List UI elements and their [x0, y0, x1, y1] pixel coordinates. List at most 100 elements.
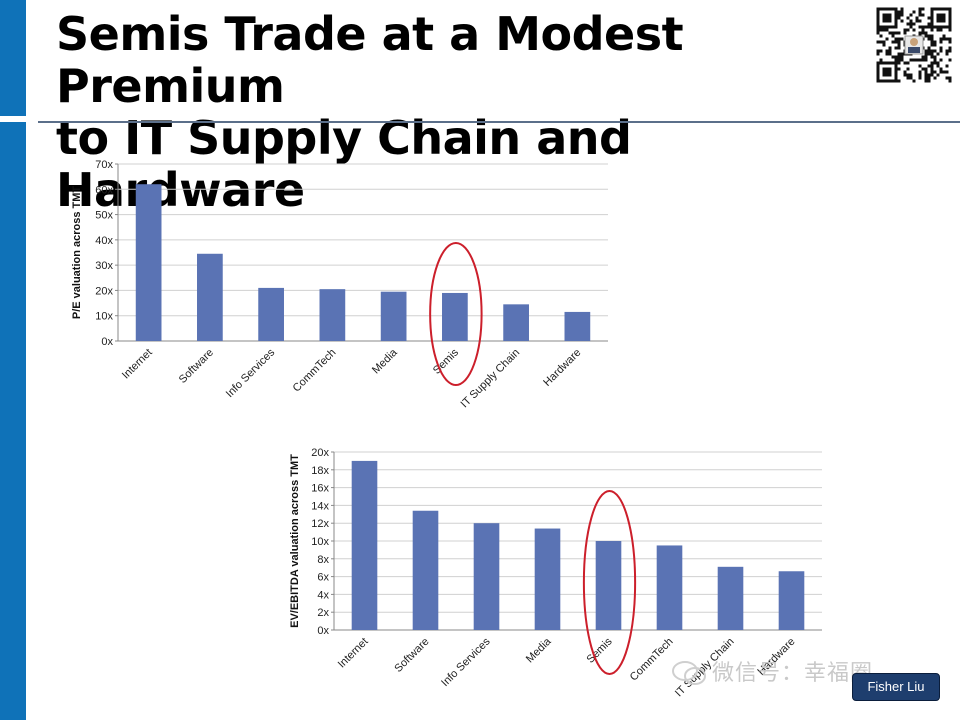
qr-module: [894, 58, 898, 62]
qr-module: [897, 61, 901, 65]
qr-module: [915, 19, 919, 23]
x-tick-label: Internet: [336, 636, 371, 671]
qr-module: [879, 49, 883, 53]
qr-module: [933, 61, 937, 65]
y-axis-label: P/E valuation across TMT: [71, 186, 83, 320]
y-tick-label: 0x: [317, 625, 329, 637]
y-axis-label: EV/EBITDA valuation across TMT: [289, 454, 301, 628]
qr-module: [918, 64, 922, 68]
qr-module: [927, 76, 931, 80]
qr-module: [897, 43, 901, 47]
y-tick-label: 10x: [95, 311, 113, 323]
qr-module: [900, 52, 904, 56]
y-tick-label: 16x: [311, 483, 329, 495]
y-tick-label: 12x: [311, 518, 329, 530]
qr-module: [924, 25, 928, 29]
qr-module: [921, 67, 925, 71]
y-tick-label: 30x: [95, 260, 113, 272]
qr-module: [894, 31, 898, 35]
qr-module: [882, 28, 886, 32]
qr-module: [933, 49, 937, 53]
qr-module: [891, 55, 895, 59]
qr-module: [900, 19, 904, 23]
qr-module: [885, 37, 889, 41]
qr-module: [945, 37, 949, 41]
qr-code-icon: [875, 6, 953, 84]
y-tick-label: 10x: [311, 536, 329, 548]
highlight-circle: [429, 241, 483, 387]
bar-semis: [595, 541, 622, 630]
qr-module: [906, 67, 910, 71]
qr-module: [912, 58, 916, 62]
bar-info-services: [258, 287, 284, 341]
y-tick-label: 20x: [95, 285, 113, 297]
qr-module: [906, 61, 910, 65]
bar-info-services: [473, 523, 500, 630]
bar-commtech: [656, 545, 683, 630]
qr-module: [876, 28, 880, 32]
qr-module: [894, 55, 898, 59]
qr-module: [945, 64, 949, 68]
y-tick-label: 14x: [311, 500, 329, 512]
qr-module: [927, 49, 931, 53]
bar-media: [534, 528, 561, 630]
qr-module: [906, 16, 910, 20]
qr-module: [930, 34, 934, 38]
qr-module: [894, 40, 898, 44]
qr-module: [924, 49, 928, 53]
qr-module: [897, 13, 901, 17]
qr-module: [924, 67, 928, 71]
x-tick-label: Software: [177, 347, 216, 386]
qr-module: [897, 31, 901, 35]
qr-module: [945, 70, 949, 74]
qr-module: [888, 52, 892, 56]
bar-software: [197, 253, 223, 341]
qr-module: [921, 31, 925, 35]
qr-module: [918, 73, 922, 77]
qr-module: [936, 73, 940, 77]
qr-module: [909, 13, 913, 17]
qr-module: [888, 31, 892, 35]
qr-module: [918, 13, 922, 17]
qr-module: [921, 25, 925, 29]
qr-module: [930, 73, 934, 77]
qr-module: [927, 37, 931, 41]
qr-module: [924, 76, 928, 80]
qr-module: [900, 58, 904, 62]
qr-module: [903, 73, 907, 77]
qr-module: [891, 40, 895, 44]
qr-module: [948, 37, 952, 41]
qr-module: [921, 28, 925, 32]
qr-module: [903, 28, 907, 32]
qr-module: [891, 34, 895, 38]
qr-module: [879, 58, 883, 62]
qr-module: [879, 40, 883, 44]
qr-finder-core: [882, 67, 892, 77]
qr-module: [906, 28, 910, 32]
qr-module: [921, 7, 925, 11]
x-tick-label: CommTech: [291, 347, 339, 395]
watermark-text: 微信号：幸福圈: [712, 661, 874, 686]
qr-finder-core: [882, 13, 892, 23]
qr-module: [924, 34, 928, 38]
qr-module: [909, 73, 913, 77]
bar-commtech: [319, 289, 346, 341]
qr-module: [930, 52, 934, 56]
qr-module: [918, 25, 922, 29]
qr-module: [918, 70, 922, 74]
qr-module: [930, 61, 934, 65]
qr-module: [933, 55, 937, 59]
y-tick-label: 50x: [95, 210, 113, 222]
qr-module: [933, 70, 937, 74]
qr-module: [924, 31, 928, 35]
qr-module: [915, 58, 919, 62]
qr-module: [879, 28, 883, 32]
y-tick-label: 4x: [317, 589, 329, 601]
qr-module: [927, 25, 931, 29]
qr-module: [927, 52, 931, 56]
qr-module: [876, 52, 880, 56]
qr-module: [897, 16, 901, 20]
qr-module: [906, 76, 910, 80]
qr-module: [924, 55, 928, 59]
x-tick-label: Media: [524, 635, 554, 665]
